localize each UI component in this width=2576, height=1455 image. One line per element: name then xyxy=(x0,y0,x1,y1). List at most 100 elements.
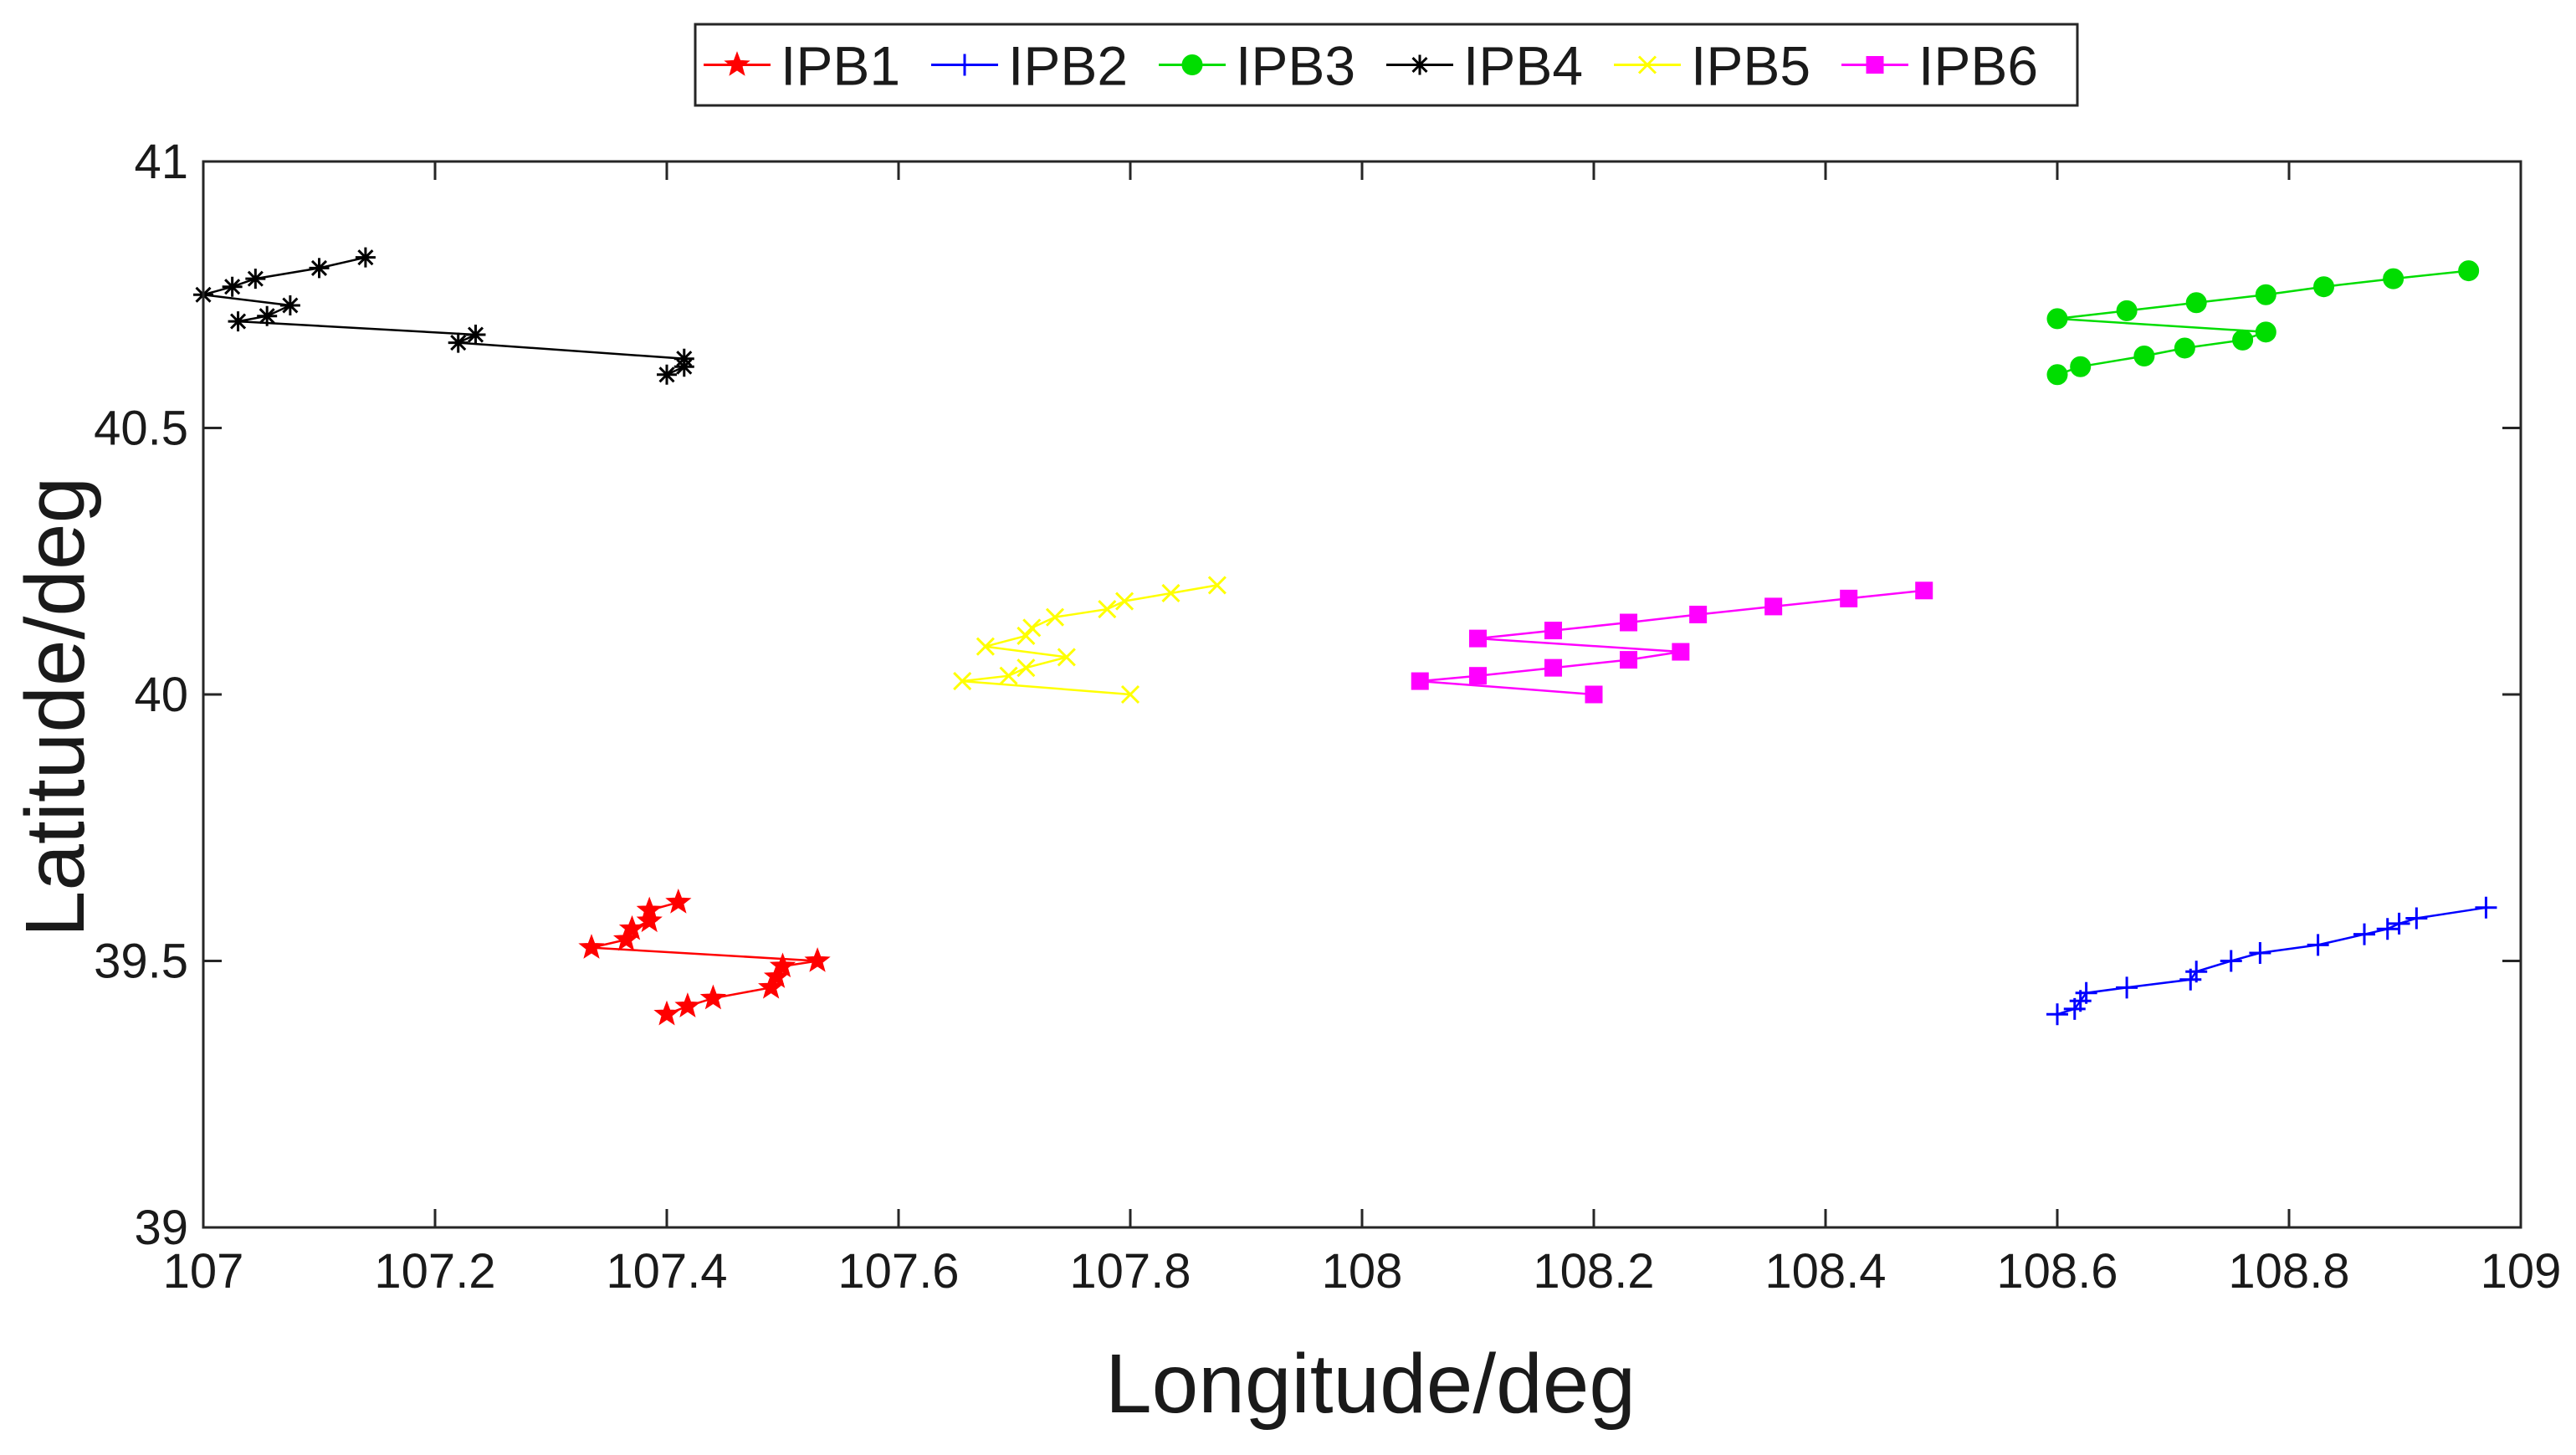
data-point xyxy=(2075,981,2097,1004)
data-point xyxy=(636,896,663,922)
series-ipb3 xyxy=(2046,260,2480,386)
data-point xyxy=(245,269,266,289)
data-point xyxy=(2232,329,2254,351)
data-point xyxy=(222,276,243,297)
legend-entry: IPB3 xyxy=(1159,35,1355,97)
y-tick-label: 41 xyxy=(134,135,188,189)
x-axis-label: Longitude/deg xyxy=(1105,1337,1636,1431)
data-point xyxy=(2133,346,2155,367)
y-axis-label: Latitude/deg xyxy=(8,477,102,938)
data-point xyxy=(618,914,646,940)
data-point xyxy=(1764,597,1783,616)
legend-label: IPB5 xyxy=(1691,35,1810,97)
data-point xyxy=(309,258,330,279)
data-point xyxy=(1045,607,1065,627)
axes: 107 107.2 107.4 107.6 107.8 108 108.2 108.4 108.… xyxy=(94,135,2561,1299)
data-point xyxy=(2383,268,2404,289)
data-point xyxy=(355,247,376,268)
data-point xyxy=(2174,337,2195,359)
data-point xyxy=(976,637,995,656)
data-point xyxy=(2070,356,2092,377)
data-point xyxy=(279,295,300,315)
x-tick-label: 107 xyxy=(163,1244,244,1299)
series-line xyxy=(2056,906,2486,1016)
series-layer xyxy=(193,247,2497,1026)
series-ipb6 xyxy=(1411,581,1933,704)
data-point xyxy=(1469,667,1487,685)
data-point xyxy=(1620,613,1638,632)
data-point xyxy=(1120,684,1140,704)
legend: IPB1 IPB2 IPB3 IPB4 IPB5 IPB6 xyxy=(694,23,2079,107)
y-tick-label: 39 xyxy=(134,1201,188,1255)
x-tick-label: 107.8 xyxy=(1069,1244,1191,1299)
legend-marker xyxy=(1637,55,1657,74)
data-point xyxy=(1017,658,1036,678)
legend-label: IPB4 xyxy=(1463,35,1583,97)
data-point xyxy=(657,364,677,385)
plot-frame xyxy=(202,160,2522,1229)
data-point xyxy=(1115,592,1134,611)
data-point xyxy=(1585,685,1603,704)
data-point xyxy=(1469,629,1487,648)
data-point xyxy=(1022,618,1042,638)
x-tick-label: 108.2 xyxy=(1533,1244,1654,1299)
legend-marker xyxy=(1181,54,1203,75)
data-point xyxy=(673,348,694,369)
data-point xyxy=(2388,912,2410,935)
data-point xyxy=(2376,918,2399,940)
x-tick-label: 108.6 xyxy=(1996,1244,2118,1299)
legend-marker xyxy=(1410,54,1430,75)
data-point xyxy=(1057,648,1076,667)
legend-label: IPB1 xyxy=(781,35,900,97)
data-point xyxy=(2185,961,2208,983)
legend-marker xyxy=(954,54,976,76)
data-point xyxy=(2353,923,2376,945)
x-tick-label: 108.8 xyxy=(2228,1244,2349,1299)
data-point xyxy=(1207,576,1227,595)
legend-entry: IPB1 xyxy=(704,35,900,97)
data-point xyxy=(2475,896,2497,919)
data-point xyxy=(2313,276,2335,298)
data-point xyxy=(2116,976,2138,999)
legend-entry: IPB2 xyxy=(931,35,1128,97)
data-point xyxy=(257,305,278,326)
legend-label: IPB6 xyxy=(1918,35,2038,97)
legend-entry: IPB4 xyxy=(1386,35,1583,97)
data-point xyxy=(1689,605,1708,623)
series-ipb4 xyxy=(193,247,694,385)
legend-label: IPB3 xyxy=(1236,35,1355,97)
data-point xyxy=(1544,622,1563,640)
data-point xyxy=(2249,941,2271,964)
data-point xyxy=(465,325,486,346)
data-point xyxy=(1098,600,1117,619)
data-point xyxy=(636,907,663,933)
legend-label: IPB2 xyxy=(1008,35,1128,97)
data-point xyxy=(1161,583,1180,603)
y-tick-label: 39.5 xyxy=(94,935,188,989)
data-point xyxy=(2046,364,2068,386)
series-ipb1 xyxy=(578,888,831,1026)
data-point xyxy=(653,1000,680,1026)
data-point xyxy=(1915,581,1933,600)
data-point xyxy=(804,947,831,972)
x-tick-label: 107.6 xyxy=(837,1244,959,1299)
data-point xyxy=(999,666,1018,685)
data-point xyxy=(2307,934,2329,956)
data-point xyxy=(1411,672,1429,690)
data-point xyxy=(1840,589,1858,607)
data-point xyxy=(228,311,248,332)
legend-marker xyxy=(1866,56,1884,74)
data-point xyxy=(2046,308,2068,330)
data-point xyxy=(2220,950,2242,972)
y-tick-label: 40.5 xyxy=(94,402,188,456)
legend-entry: IPB6 xyxy=(1841,35,2038,97)
data-point xyxy=(448,332,469,353)
data-point xyxy=(2046,1003,2068,1026)
x-tick-label: 107.2 xyxy=(374,1244,495,1299)
data-point xyxy=(699,984,727,1010)
y-tick-label: 40 xyxy=(134,668,188,722)
data-point xyxy=(1017,626,1036,645)
x-tick-label: 108 xyxy=(1322,1244,1403,1299)
data-point xyxy=(674,992,701,1017)
